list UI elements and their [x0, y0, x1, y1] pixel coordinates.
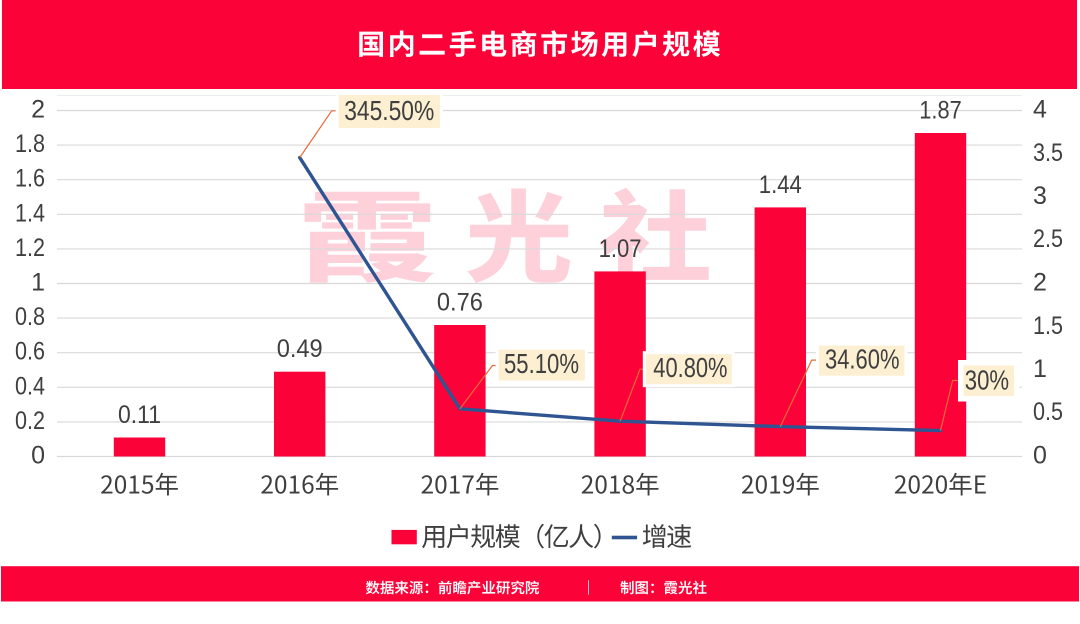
svg-text:4: 4: [1033, 96, 1047, 124]
svg-text:2: 2: [31, 96, 45, 124]
svg-text:0.11: 0.11: [118, 401, 161, 429]
svg-text:1.2: 1.2: [15, 234, 45, 262]
svg-text:1.8: 1.8: [15, 130, 45, 158]
svg-text:34.60%: 34.60%: [825, 344, 900, 375]
svg-text:0.49: 0.49: [277, 335, 323, 363]
svg-text:0.2: 0.2: [15, 407, 45, 435]
svg-text:0: 0: [31, 442, 45, 470]
svg-text:1.4: 1.4: [15, 199, 45, 227]
svg-text:3.5: 3.5: [1033, 139, 1063, 167]
svg-text:0.6: 0.6: [15, 338, 45, 366]
svg-text:1.6: 1.6: [15, 165, 45, 193]
svg-text:1.87: 1.87: [919, 97, 962, 125]
svg-text:3: 3: [1033, 182, 1047, 210]
svg-text:1.44: 1.44: [759, 171, 802, 199]
svg-text:1: 1: [1033, 355, 1047, 383]
svg-text:0.5: 0.5: [1033, 398, 1063, 426]
svg-text:55.10%: 55.10%: [504, 348, 579, 379]
svg-text:0.4: 0.4: [15, 372, 45, 400]
svg-text:30%: 30%: [965, 364, 1009, 395]
svg-text:2.5: 2.5: [1033, 225, 1063, 253]
svg-text:1.07: 1.07: [599, 235, 642, 263]
svg-text:345.50%: 345.50%: [344, 95, 434, 126]
svg-text:40.80%: 40.80%: [653, 352, 727, 383]
svg-text:2: 2: [1033, 269, 1047, 297]
svg-text:1.5: 1.5: [1033, 312, 1063, 340]
svg-text:1: 1: [31, 269, 45, 297]
svg-text:0.76: 0.76: [437, 289, 483, 317]
svg-text:0.8: 0.8: [15, 303, 45, 331]
svg-text:0: 0: [1033, 442, 1047, 470]
